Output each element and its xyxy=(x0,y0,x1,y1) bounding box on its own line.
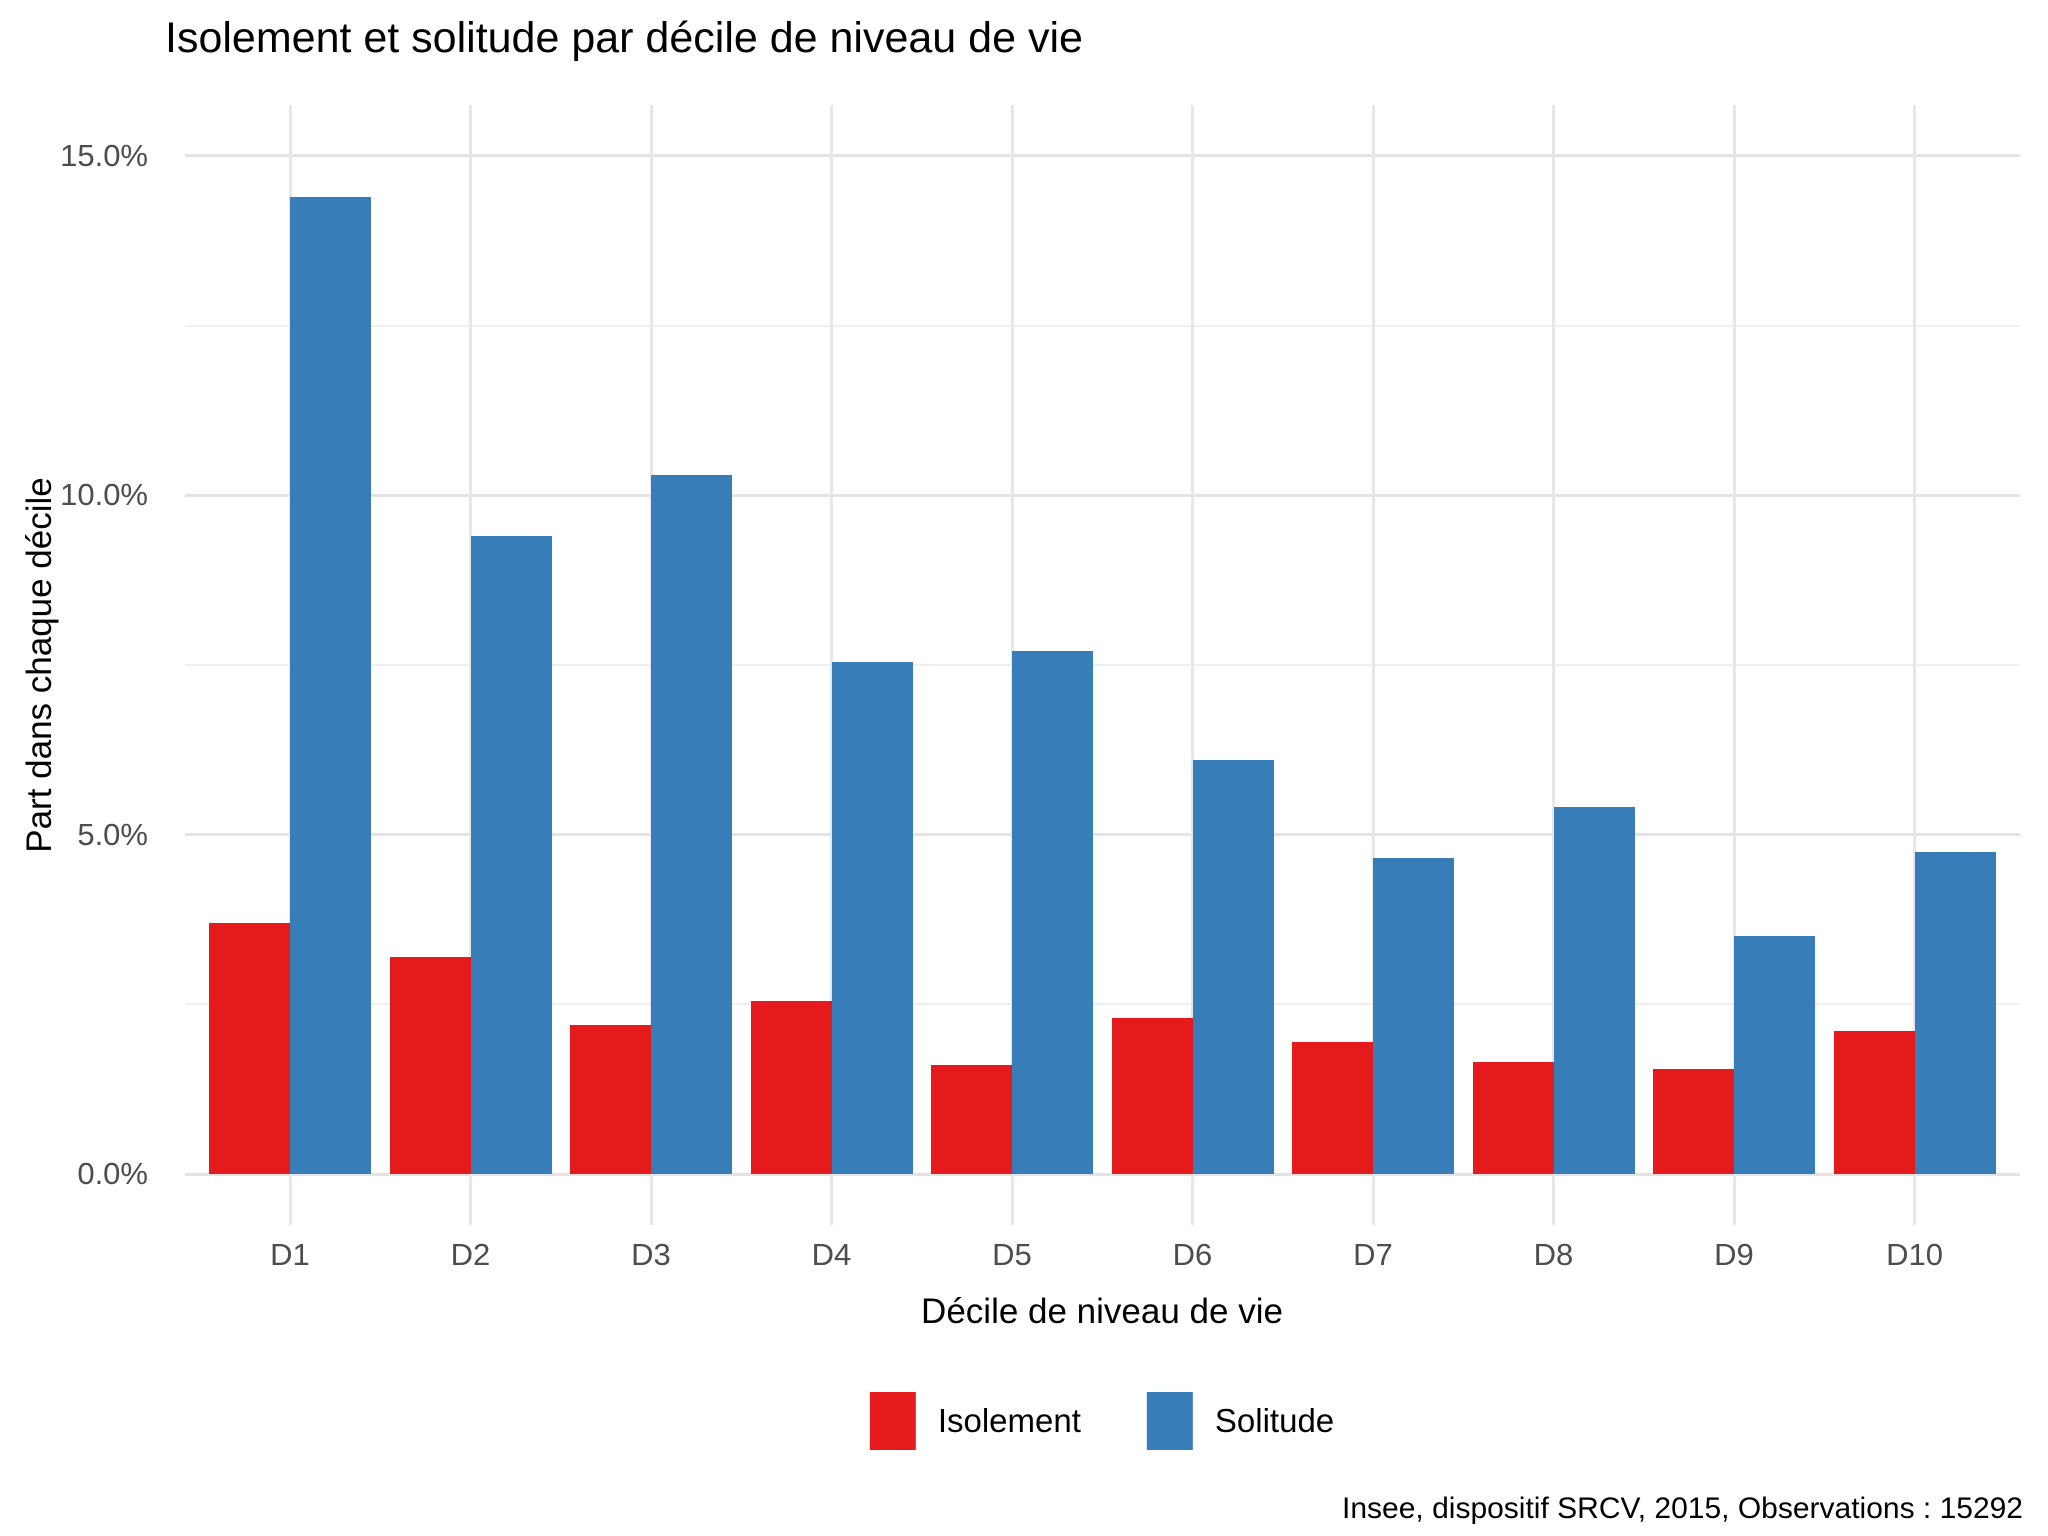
gridline-vertical xyxy=(1552,105,1555,1225)
bar-solitude-d6 xyxy=(1192,759,1274,1174)
bar-solitude-d7 xyxy=(1373,858,1454,1174)
gridline-major-horizontal xyxy=(185,833,2020,837)
legend: Isolement Solitude xyxy=(869,1392,1335,1450)
gridline-minor-horizontal xyxy=(185,324,2020,327)
caption: Insee, dispositif SRCV, 2015, Observatio… xyxy=(1342,1492,2023,1525)
bar-isolement-d2 xyxy=(389,956,471,1174)
bar-solitude-d1 xyxy=(290,196,371,1174)
legend-swatch-isolement xyxy=(869,1392,916,1450)
bar-isolement-d6 xyxy=(1111,1017,1193,1174)
gridline-major-horizontal xyxy=(185,493,2020,497)
bar-solitude-d3 xyxy=(651,474,732,1174)
y-axis-title: Part dans chaque décile xyxy=(20,477,59,853)
y-tick-label: 15.0% xyxy=(60,137,148,173)
x-tick-label: D10 xyxy=(1886,1237,1943,1272)
gridline-vertical xyxy=(1191,105,1194,1225)
x-tick-label: D1 xyxy=(270,1237,310,1272)
gridline-vertical xyxy=(1732,105,1736,1225)
gridline-major-horizontal xyxy=(185,154,2020,158)
bar-isolement-d4 xyxy=(750,1000,832,1174)
bar-isolement-d8 xyxy=(1472,1062,1554,1174)
x-axis-title: Décile de niveau de vie xyxy=(921,1292,1283,1331)
gridline-major-horizontal xyxy=(185,1172,2020,1176)
gridline-vertical xyxy=(1371,105,1375,1225)
legend-label-isolement: Isolement xyxy=(937,1402,1081,1439)
bar-solitude-d2 xyxy=(470,535,552,1174)
bar-isolement-d10 xyxy=(1833,1031,1915,1174)
legend-item-solitude: Solitude xyxy=(1146,1392,1335,1450)
x-tick-label: D3 xyxy=(631,1237,671,1272)
legend-swatch-solitude xyxy=(1146,1392,1193,1450)
x-tick-label: D6 xyxy=(1172,1237,1213,1272)
bar-isolement-d9 xyxy=(1653,1068,1734,1174)
x-tick-label: D5 xyxy=(992,1237,1032,1272)
plot-panel xyxy=(185,105,2020,1225)
y-tick-label: 5.0% xyxy=(77,816,148,852)
bar-solitude-d10 xyxy=(1914,851,1996,1174)
gridline-minor-horizontal xyxy=(185,663,2020,666)
x-tick-label: D4 xyxy=(811,1237,852,1272)
bar-solitude-d9 xyxy=(1734,936,1815,1174)
chart-title: Isolement et solitude par décile de nive… xyxy=(165,14,1083,62)
x-tick-label: D9 xyxy=(1714,1237,1754,1272)
legend-label-solitude: Solitude xyxy=(1214,1402,1335,1439)
y-tick-label: 0.0% xyxy=(77,1156,148,1191)
x-tick-label: D2 xyxy=(450,1237,491,1272)
bar-isolement-d1 xyxy=(209,922,290,1174)
gridline-minor-horizontal xyxy=(185,1003,2020,1006)
bar-isolement-d7 xyxy=(1292,1041,1373,1174)
bar-isolement-d5 xyxy=(931,1065,1012,1174)
legend-item-isolement: Isolement xyxy=(869,1392,1081,1450)
x-tick-label: D8 xyxy=(1533,1237,1574,1272)
gridline-vertical xyxy=(1913,105,1916,1225)
x-tick-label: D7 xyxy=(1353,1237,1393,1272)
bar-solitude-d8 xyxy=(1553,807,1635,1174)
bar-solitude-d5 xyxy=(1012,651,1093,1174)
y-tick-label: 10.0% xyxy=(60,477,148,513)
bar-isolement-d3 xyxy=(570,1024,651,1174)
bar-solitude-d4 xyxy=(831,661,913,1174)
